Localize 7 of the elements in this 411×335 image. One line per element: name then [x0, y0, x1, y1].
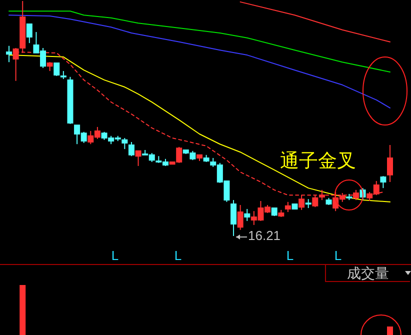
- text: L: [174, 248, 182, 263]
- text: L: [334, 248, 342, 263]
- text: L: [111, 248, 119, 263]
- annotation: 16.21: [248, 228, 281, 243]
- annotation: 通子金叉: [280, 150, 356, 172]
- chart-title: 成交量: [325, 264, 410, 282]
- text: L: [286, 248, 294, 263]
